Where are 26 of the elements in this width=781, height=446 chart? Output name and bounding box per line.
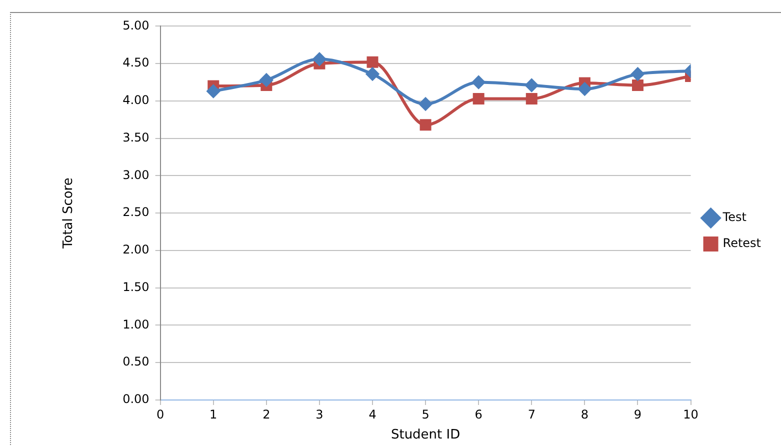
y-tick-label: 1.00 [122,317,150,332]
y-tick-label: 3.00 [122,168,150,182]
x-tick-label: 9 [634,407,642,422]
y-axis-title: Total Score [61,178,76,250]
x-tick-label: 10 [683,407,698,422]
y-tick-label: 0.50 [122,354,150,369]
y-tick-label: 1.50 [122,280,150,294]
legend-label: Test [722,210,747,224]
x-tick-label: 5 [422,407,430,422]
x-tick-label: 0 [156,407,164,422]
x-tick-label: 4 [368,407,376,422]
y-tick-label: 4.50 [122,56,150,70]
y-tick-label: 5.00 [122,18,150,32]
y-tick-label: 0.00 [122,392,150,406]
x-tick-label: 3 [316,407,324,422]
x-tick-label: 7 [528,407,536,422]
x-tick-label: 6 [474,407,482,422]
x-tick-label: 1 [210,407,218,422]
x-axis-title: Student ID [390,428,460,443]
x-tick-label: 2 [262,407,270,422]
legend-label: Retest [722,236,762,250]
y-tick-label: 2.00 [122,242,150,257]
x-tick-label: 8 [580,407,589,422]
y-tick-label: 2.50 [122,205,150,220]
y-tick-label: 3.50 [122,130,150,144]
y-tick-label: 4.00 [122,93,150,108]
